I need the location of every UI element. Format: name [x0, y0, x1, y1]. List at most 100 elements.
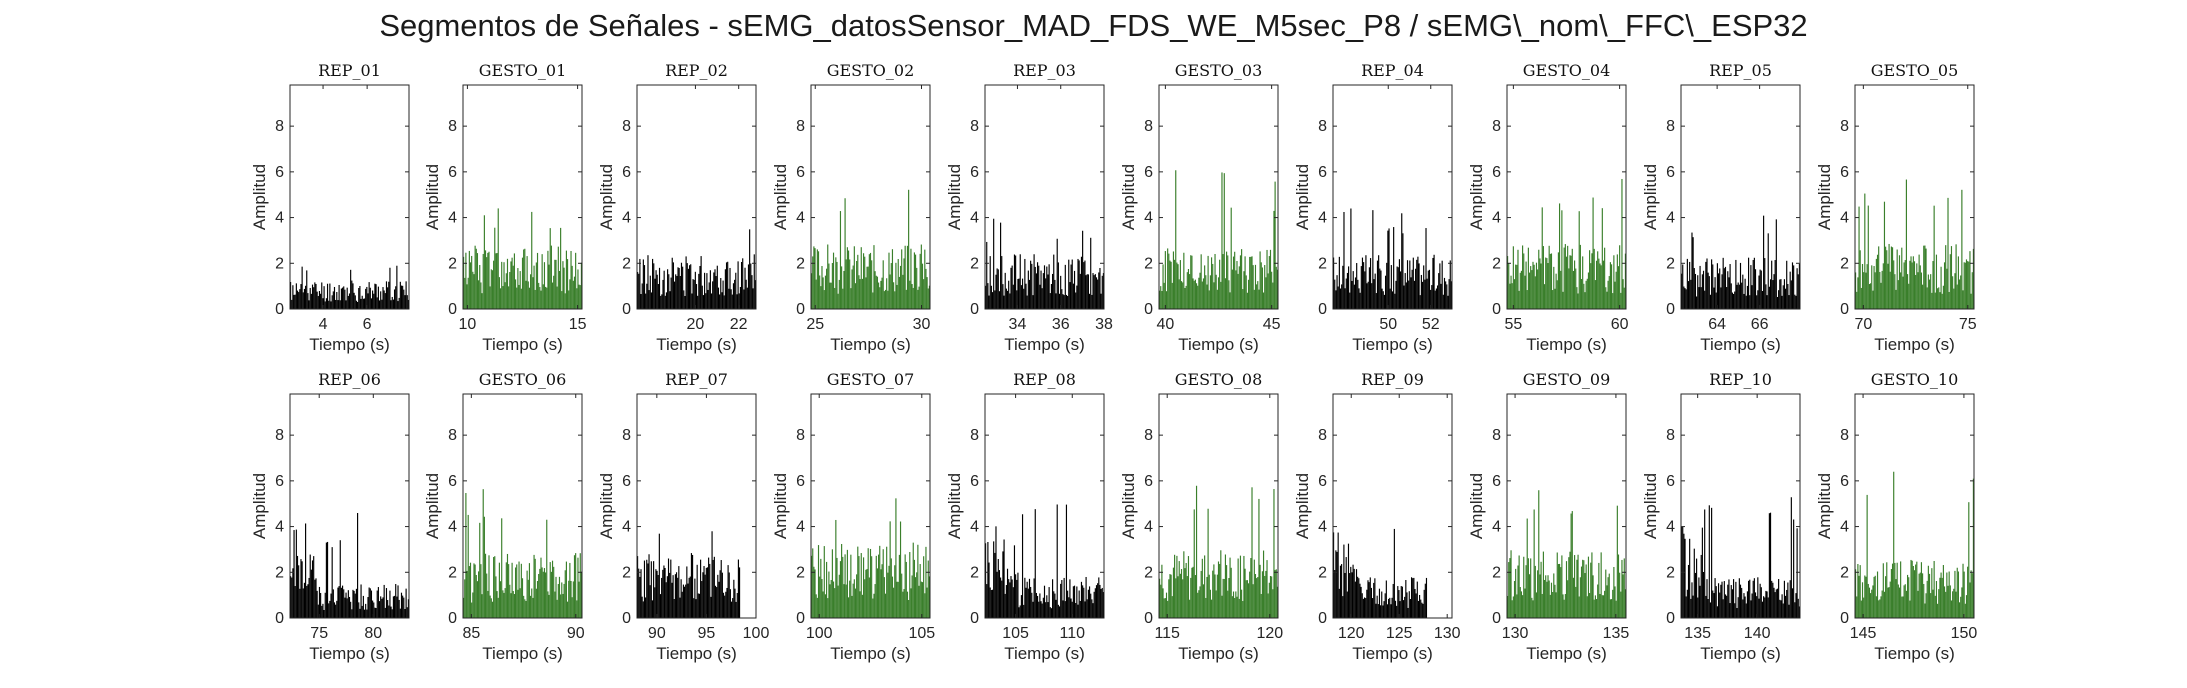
signal-bar [1602, 595, 1605, 618]
signal-bar [712, 281, 714, 309]
signal-bar [857, 546, 859, 618]
signal-bar [483, 215, 485, 309]
signal-bar [1605, 569, 1607, 618]
signal-bar [1530, 266, 1532, 309]
signal-bar [1935, 254, 1938, 309]
signal-bar [853, 579, 855, 618]
signal-bar [1783, 580, 1785, 618]
signal-bar [543, 262, 546, 309]
signal-bar [1726, 287, 1728, 309]
signal-bar [1772, 582, 1774, 618]
signal-bar [860, 247, 862, 309]
signal-bar [895, 262, 897, 309]
signal-bar [1893, 260, 1895, 309]
signal-bar [476, 581, 479, 618]
signal-bar [815, 594, 817, 618]
signal-bar [1058, 606, 1061, 618]
signal-bar [910, 588, 912, 618]
signal-bar [1078, 260, 1080, 309]
signal-bar [323, 286, 325, 309]
signal-bar [1439, 263, 1441, 309]
signal-bar [1768, 513, 1770, 618]
signal-bar [692, 279, 694, 309]
signal-bar [1052, 273, 1054, 309]
x-axis-label: Tiempo (s) [1526, 644, 1607, 663]
signal-bar [1891, 563, 1894, 618]
signal-bar [1590, 562, 1592, 618]
y-axis-label: Amplitud [1815, 164, 1834, 230]
signal-bar [1274, 181, 1276, 309]
signal-bar [843, 270, 845, 309]
signal-bar [1764, 597, 1766, 618]
signal-bar [1031, 263, 1033, 309]
signal-bar [827, 598, 829, 618]
signal-bar [869, 548, 872, 618]
signal-bar [1413, 577, 1415, 618]
signal-bar [1079, 600, 1081, 618]
signal-bar [1932, 589, 1934, 618]
signal-bar [1965, 595, 1968, 618]
signal-bar [1759, 583, 1761, 618]
signal-bar [1970, 293, 1972, 309]
signal-bar [1572, 270, 1575, 309]
signal-bar [1021, 278, 1024, 309]
signal-bar [1700, 287, 1702, 309]
signal-bar [1086, 599, 1088, 618]
signal-bar [306, 585, 308, 618]
subplot-title: GESTO_07 [827, 370, 915, 389]
signal-bar [1076, 285, 1078, 309]
signal-bar [1393, 227, 1395, 309]
signal-bar [1376, 260, 1379, 309]
signal-bar [1223, 173, 1225, 309]
signal-bar [1027, 588, 1029, 618]
signal-bar [1621, 178, 1623, 309]
y-tick-label: 0 [1492, 610, 1501, 627]
signal-bar [484, 250, 487, 309]
signal-bar [1384, 275, 1387, 309]
signal-bar [293, 530, 295, 618]
signal-bar [1886, 250, 1888, 309]
signal-bar [926, 587, 928, 618]
signal-bar [580, 262, 582, 309]
signal-bar [738, 567, 741, 618]
signal-bar [490, 269, 492, 309]
signal-bar [514, 567, 517, 618]
signal-bar [847, 597, 850, 618]
signal-bar [841, 266, 843, 309]
signal-bar [695, 599, 697, 618]
signal-bar [708, 557, 710, 618]
signal-bar [1594, 280, 1596, 309]
x-axis-label: Tiempo (s) [656, 335, 737, 354]
signal-bar [358, 602, 360, 618]
x-axis-label: Tiempo (s) [1700, 335, 1781, 354]
signal-bar [1786, 260, 1788, 309]
signal-bar [491, 270, 494, 309]
signal-bars [811, 189, 930, 309]
signal-bar [1391, 597, 1393, 618]
signal-bar [1417, 600, 1420, 618]
signal-bar [1773, 274, 1775, 309]
signal-bar [467, 277, 469, 309]
signal-bar [377, 286, 379, 309]
x-tick-label: 90 [567, 625, 585, 642]
signal-bar [702, 295, 705, 309]
signal-bar [1095, 277, 1098, 309]
signal-bar [816, 249, 818, 309]
signal-bar [1972, 248, 1974, 309]
signal-bar [1564, 244, 1566, 309]
signal-bar [1562, 594, 1564, 618]
signal-bar [525, 280, 527, 309]
signal-bar [545, 572, 547, 618]
signal-bar [1244, 568, 1246, 618]
y-tick-label: 0 [622, 610, 631, 627]
signal-bar [1366, 283, 1368, 309]
signal-bar [1445, 281, 1447, 309]
signal-bar [1787, 582, 1789, 618]
signal-bar [344, 289, 346, 309]
signal-bar [1791, 262, 1794, 309]
signal-bar [298, 565, 300, 618]
signal-bar [347, 590, 349, 618]
y-tick-label: 6 [275, 473, 284, 490]
